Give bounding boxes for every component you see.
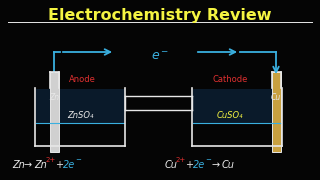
Bar [193,89,281,124]
Text: Anode: Anode [68,75,95,84]
Text: 2e: 2e [63,160,75,170]
Text: 2e: 2e [193,160,205,170]
Text: →: → [24,160,32,170]
Text: ZnSO₄: ZnSO₄ [67,111,93,120]
Text: 2+: 2+ [46,157,56,163]
Bar [50,72,59,152]
Text: →: → [212,160,220,170]
Text: Cu: Cu [271,93,281,102]
Text: Zn: Zn [49,93,59,102]
Text: Cathode: Cathode [212,75,248,84]
Text: CuSO₄: CuSO₄ [217,111,243,120]
Bar [272,72,281,152]
Text: +: + [55,160,63,170]
Text: 2+: 2+ [176,157,186,163]
Text: Zn: Zn [12,160,25,170]
Text: Zn: Zn [34,160,47,170]
Text: Cu: Cu [222,160,235,170]
Text: −: − [75,157,81,163]
Text: Cu: Cu [165,160,178,170]
Text: −: − [205,157,211,163]
Text: +: + [185,160,193,170]
Text: Electrochemistry Review: Electrochemistry Review [48,8,272,23]
Text: $e^-$: $e^-$ [151,50,169,63]
Bar [36,89,124,124]
